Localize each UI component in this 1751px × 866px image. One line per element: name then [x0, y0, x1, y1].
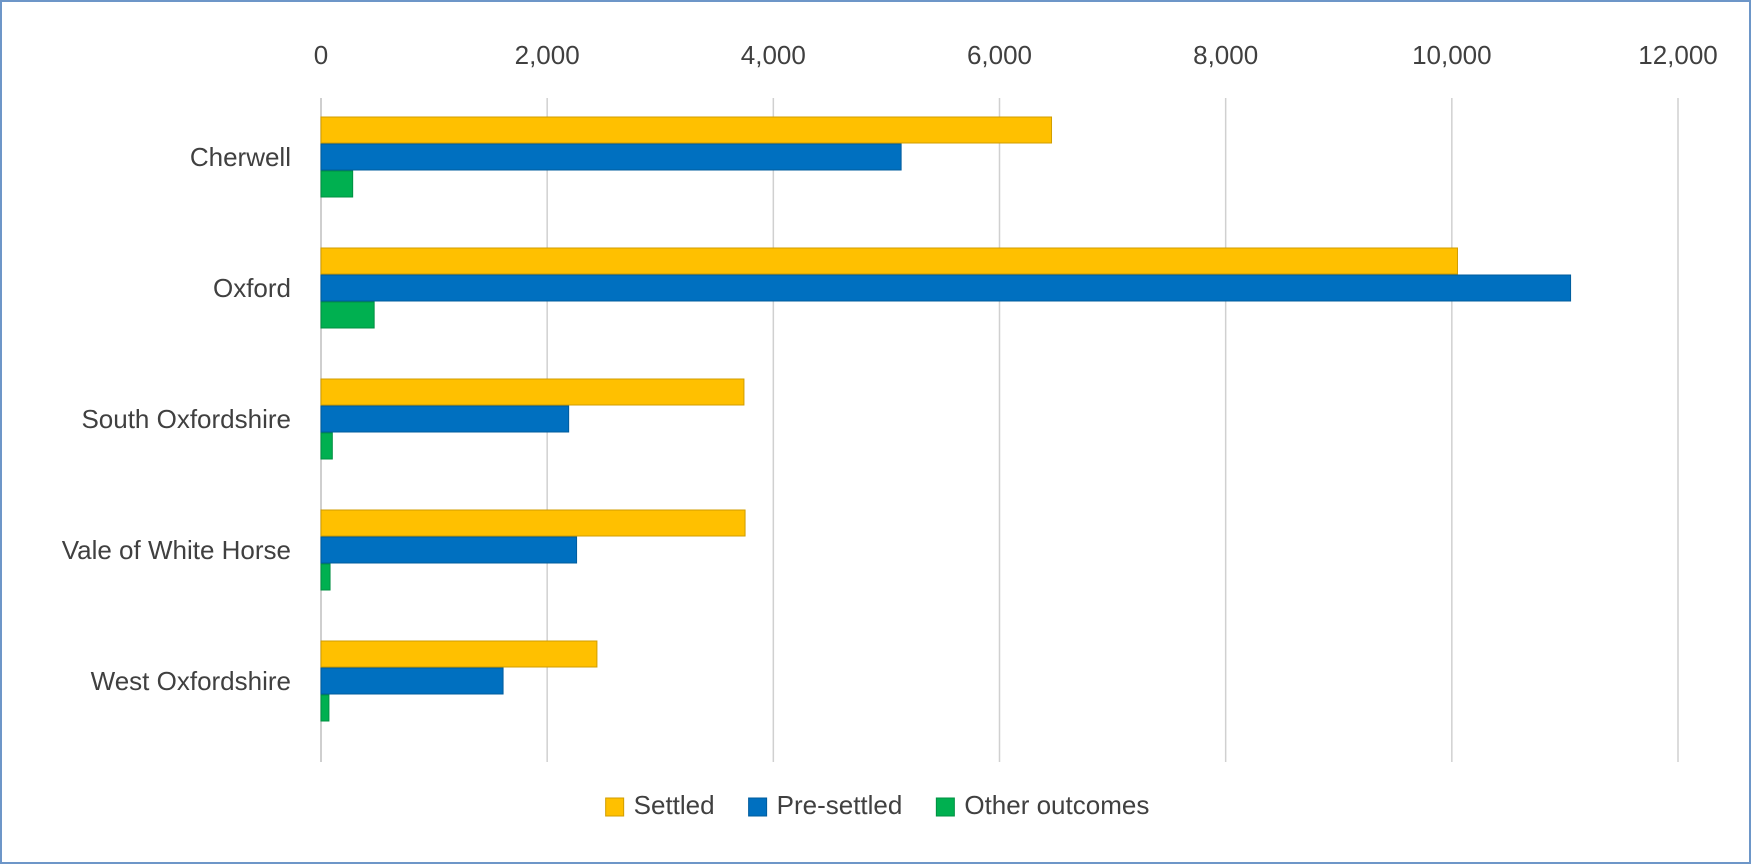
bar-settled-south-oxfordshire: [320, 378, 745, 406]
legend-label: Pre-settled: [777, 790, 903, 820]
bar-pre-settled-cherwell: [320, 143, 902, 171]
gridlines: [320, 98, 1679, 762]
category-labels: Cherwell Oxford South Oxfordshire Vale of W…: [62, 142, 291, 696]
bar-settled-oxford: [320, 247, 1458, 275]
x-tick-label: 6,000: [967, 40, 1032, 70]
bars: [320, 116, 1572, 722]
legend-label: Settled: [634, 790, 715, 820]
bar-pre-settled-west-oxfordshire: [320, 667, 504, 695]
bar-other-outcomes-oxford: [320, 301, 375, 329]
bar-settled-vale-of-white-horse: [320, 509, 746, 537]
x-axis-ticks: 0 2,000 4,000 6,000 8,000 10,000 12,000: [314, 40, 1718, 70]
legend: Settled Pre-settled Other outcomes: [605, 790, 1149, 820]
legend-swatch-settled: [605, 797, 625, 817]
bar-settled-west-oxfordshire: [320, 640, 598, 668]
x-tick-label: 10,000: [1412, 40, 1492, 70]
category-label: Oxford: [213, 273, 291, 303]
category-label: West Oxfordshire: [91, 666, 291, 696]
bar-pre-settled-vale-of-white-horse: [320, 536, 578, 564]
x-tick-label: 0: [314, 40, 328, 70]
bar-other-outcomes-cherwell: [320, 170, 354, 198]
legend-swatch-pre-settled: [748, 797, 768, 817]
bar-other-outcomes-west-oxfordshire: [320, 694, 330, 722]
bar-pre-settled-oxford: [320, 274, 1572, 302]
x-tick-label: 4,000: [741, 40, 806, 70]
legend-swatch-other-outcomes: [935, 797, 955, 817]
category-label: Cherwell: [190, 142, 291, 172]
x-tick-label: 8,000: [1193, 40, 1258, 70]
x-tick-label: 2,000: [515, 40, 580, 70]
legend-label: Other outcomes: [964, 790, 1149, 820]
bar-settled-cherwell: [320, 116, 1053, 144]
bar-other-outcomes-vale-of-white-horse: [320, 563, 331, 591]
bar-pre-settled-south-oxfordshire: [320, 405, 570, 433]
bar-other-outcomes-south-oxfordshire: [320, 432, 333, 460]
x-tick-label: 12,000: [1638, 40, 1718, 70]
category-label: Vale of White Horse: [62, 535, 291, 565]
category-label: South Oxfordshire: [81, 404, 291, 434]
